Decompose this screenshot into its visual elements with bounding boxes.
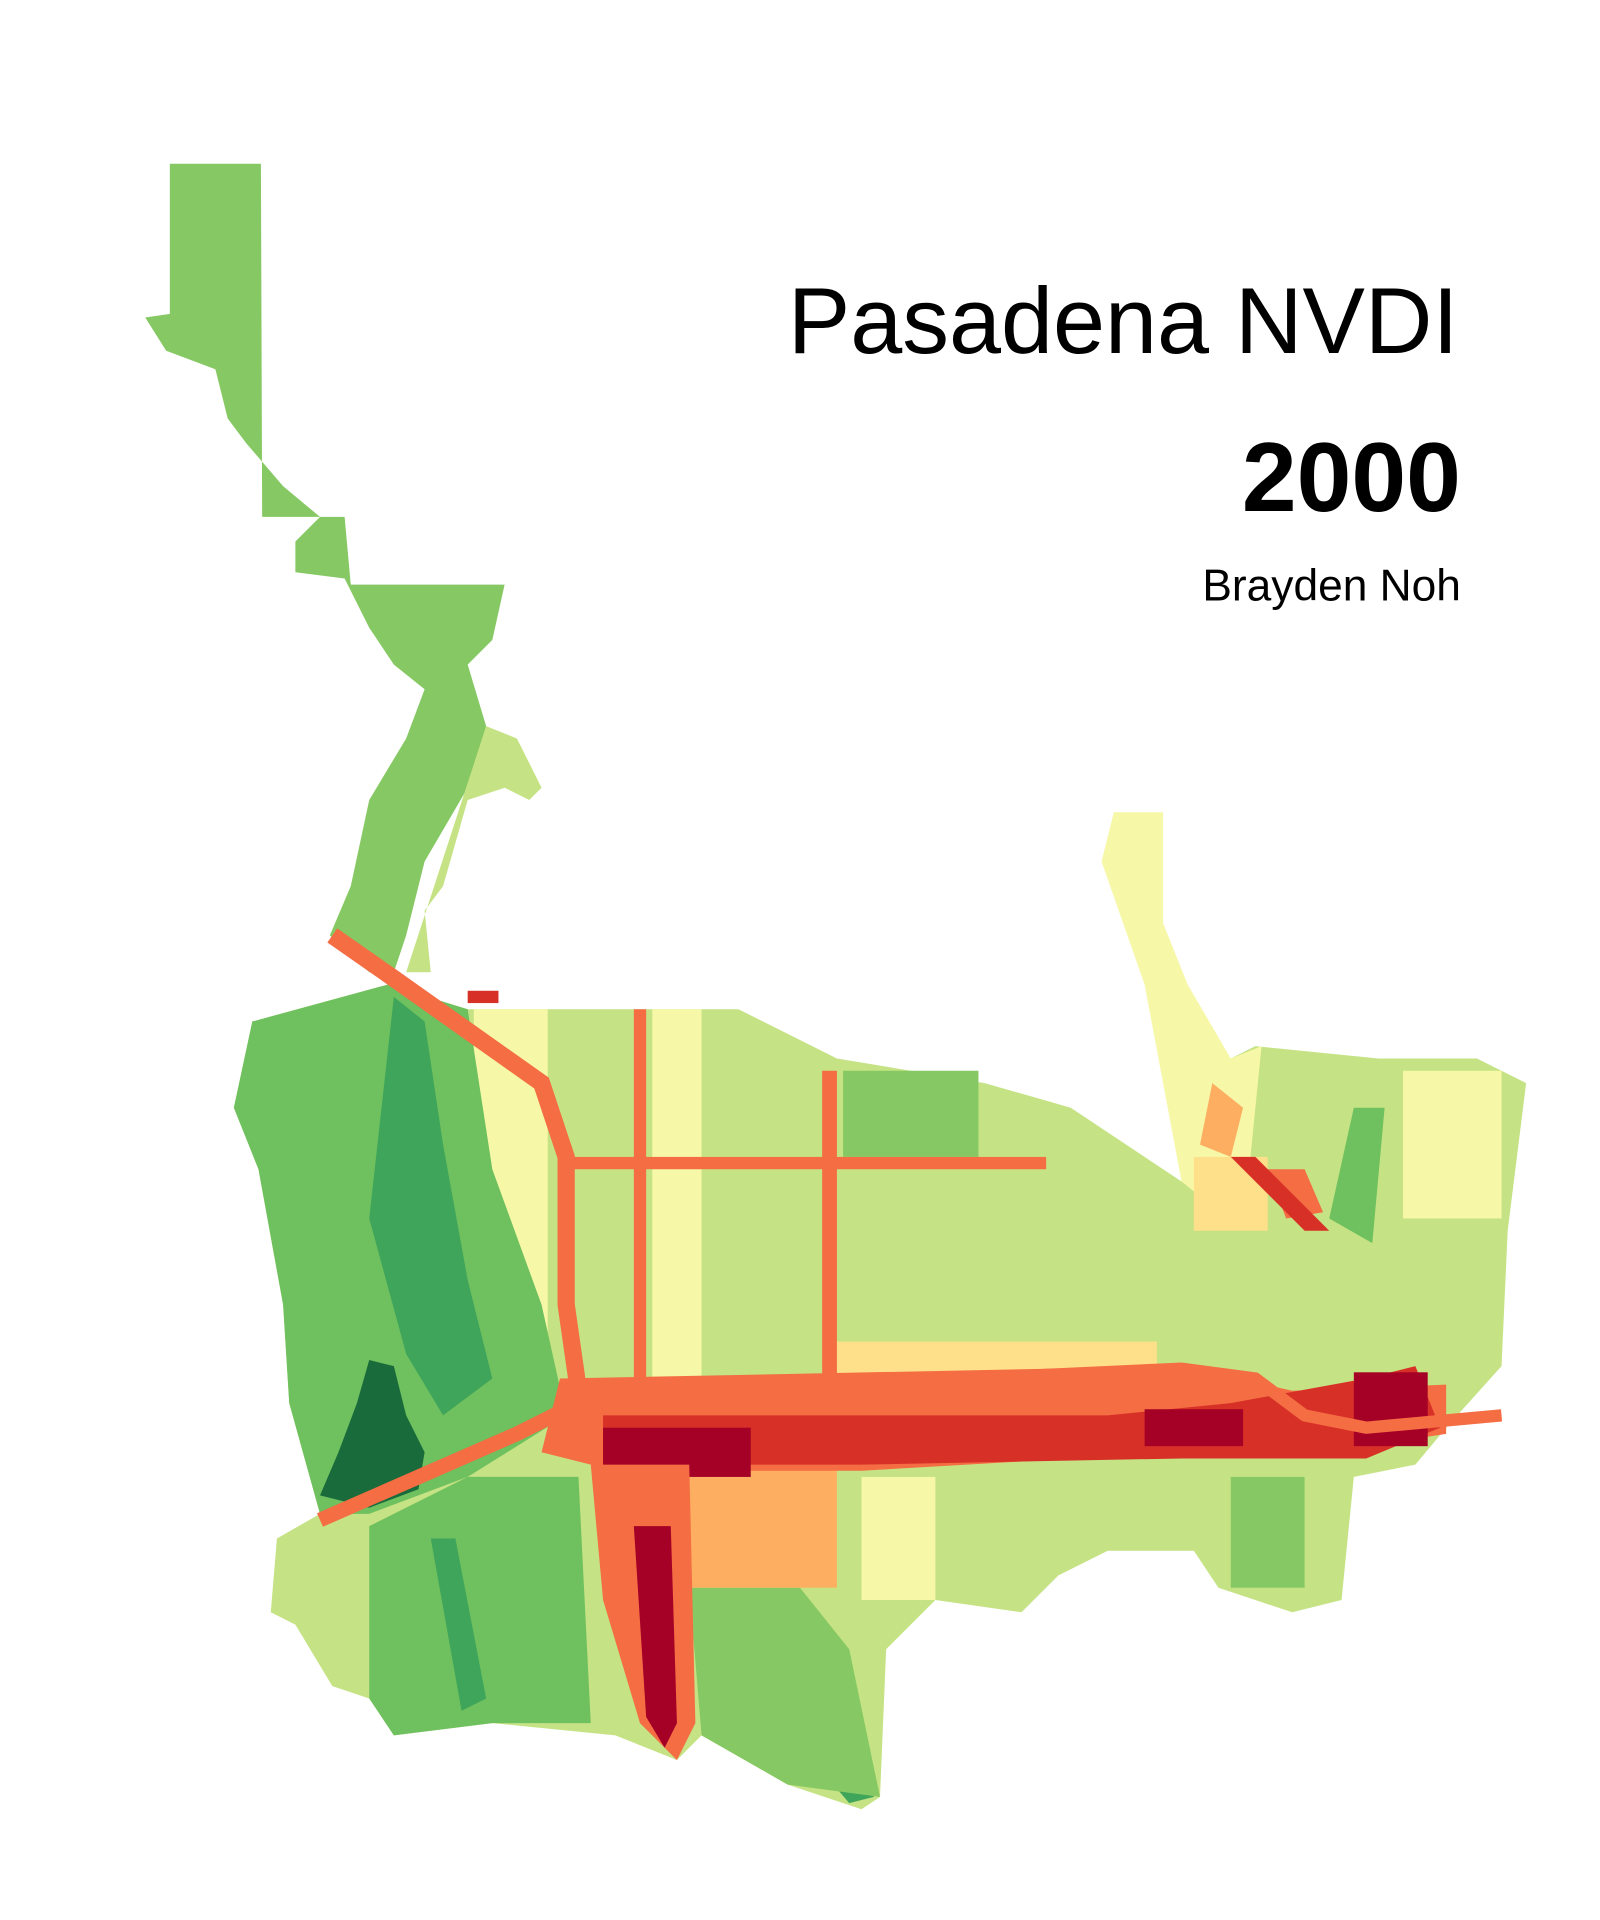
region-orange xyxy=(689,1464,837,1588)
region-orange xyxy=(1200,1083,1244,1157)
freeway xyxy=(836,1362,1503,1434)
region-green xyxy=(1230,1476,1305,1588)
region-green xyxy=(843,1070,979,1157)
region-south xyxy=(369,1476,591,1736)
region-west-dark xyxy=(369,996,493,1416)
region-north xyxy=(145,163,505,973)
freeway xyxy=(317,1396,582,1527)
arterial xyxy=(822,1070,837,1391)
corridor-ns-dark xyxy=(633,1526,677,1748)
region-south xyxy=(689,1587,880,1797)
region-pale xyxy=(861,1476,936,1600)
region-pale xyxy=(1403,1070,1502,1219)
region-forest xyxy=(320,1360,425,1508)
region-north-pale xyxy=(406,726,542,973)
arterial xyxy=(1230,1156,1330,1231)
region-south-dark xyxy=(430,1538,487,1711)
arterial xyxy=(467,990,499,1004)
region-pale xyxy=(652,1009,702,1379)
map-title: Pasadena NVDI xyxy=(788,268,1459,373)
map-author: Brayden Noh xyxy=(1202,562,1461,611)
region-green xyxy=(1329,1107,1385,1244)
hotspot xyxy=(1144,1409,1244,1447)
map xyxy=(145,163,1527,1810)
arterial xyxy=(566,1156,1047,1170)
arterial xyxy=(633,1009,647,1379)
map-year: 2000 xyxy=(1242,422,1461,532)
title-block: Pasadena NVDI 2000 Brayden Noh xyxy=(788,268,1461,610)
freeway xyxy=(327,928,587,1392)
hotspot xyxy=(1353,1372,1428,1447)
